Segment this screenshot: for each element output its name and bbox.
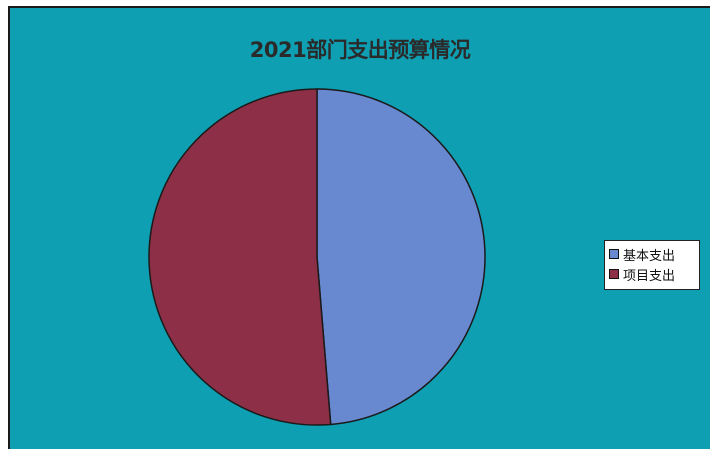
- pie-slice-1: [148, 88, 332, 426]
- chart-legend: 基本支出 项目支出: [604, 240, 700, 290]
- legend-label-0: 基本支出: [623, 248, 676, 264]
- legend-label-1: 项目支出: [623, 268, 676, 284]
- legend-item-1: 项目支出: [609, 264, 695, 284]
- legend-swatch-0: [609, 249, 619, 259]
- legend-item-0: 基本支出: [609, 244, 695, 264]
- pie-slice-0: [316, 88, 486, 426]
- chart-area: 2021部门支出预算情况 基本支出 项目支出: [8, 6, 710, 449]
- pie-chart: [148, 88, 486, 426]
- chart-title: 2021部门支出预算情况: [249, 38, 471, 62]
- legend-swatch-1: [609, 269, 619, 279]
